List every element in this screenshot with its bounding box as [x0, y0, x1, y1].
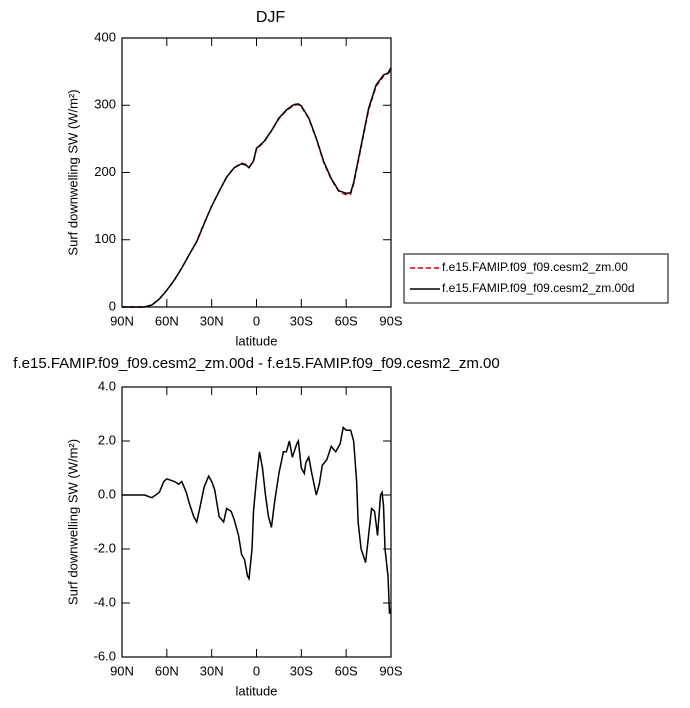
chart-title: DJF [256, 9, 286, 26]
x-tick-label: 30N [200, 313, 224, 328]
x-axis-label: latitude [236, 683, 278, 698]
y-axis-label: Surf downwelling SW (W/m²) [65, 439, 80, 605]
y-tick-label: 4.0 [98, 378, 116, 393]
y-axis-label: Surf downwelling SW (W/m²) [65, 89, 80, 255]
y-tick-label: -2.0 [94, 540, 116, 555]
data-line [122, 69, 392, 308]
y-tick-label: -4.0 [94, 594, 116, 609]
x-axis-label: latitude [236, 333, 278, 348]
y-tick-label: 2.0 [98, 432, 116, 447]
legend-label: f.e15.FAMIP.f09_f09.cesm2_zm.00 [442, 260, 628, 274]
x-tick-label: 30S [290, 663, 313, 678]
legend-box [403, 253, 669, 304]
y-tick-label: 300 [94, 97, 116, 112]
x-tick-label: 60N [155, 663, 179, 678]
y-tick-label: 100 [94, 231, 116, 246]
x-tick-label: 60S [335, 313, 358, 328]
y-tick-label: 400 [94, 29, 116, 44]
data-line [122, 67, 392, 308]
x-tick-label: 0 [253, 313, 260, 328]
x-tick-label: 90N [110, 663, 134, 678]
x-tick-label: 90N [110, 313, 134, 328]
plot-frame [121, 37, 392, 308]
y-tick-label: -6.0 [94, 648, 116, 663]
chart-title: f.e15.FAMIP.f09_f09.cesm2_zm.00d - f.e15… [13, 355, 499, 372]
legend-label: f.e15.FAMIP.f09_f09.cesm2_zm.00d [442, 281, 635, 295]
x-tick-label: 90S [379, 313, 402, 328]
y-tick-label: 0 [109, 298, 116, 313]
y-tick-label: 0.0 [98, 486, 116, 501]
plot-frame [121, 386, 392, 658]
x-tick-label: 90S [379, 663, 402, 678]
data-line [122, 426, 392, 614]
x-tick-label: 30S [290, 313, 313, 328]
y-tick-label: 200 [94, 164, 116, 179]
x-tick-label: 60S [335, 663, 358, 678]
x-tick-label: 60N [155, 313, 179, 328]
x-tick-label: 30N [200, 663, 224, 678]
x-tick-label: 0 [253, 663, 260, 678]
